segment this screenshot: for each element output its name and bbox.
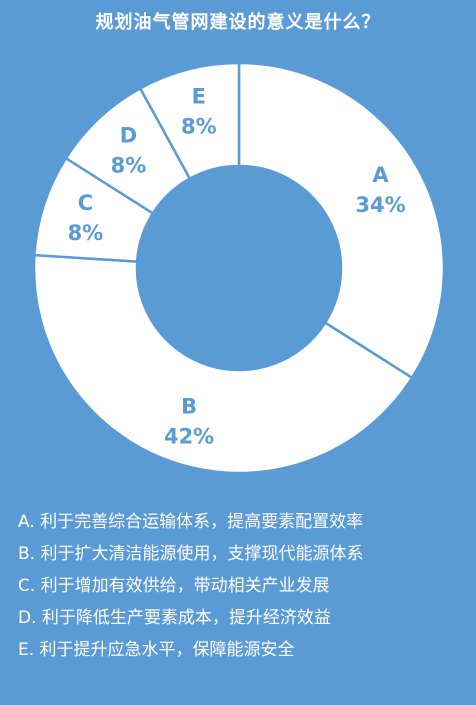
legend-item-e: E. 利于提升应急水平，保障能源安全	[18, 640, 295, 660]
donut-chart: A 34% B 42% C 8% D 8% E 8%	[32, 61, 446, 475]
slice-label-d: D	[120, 123, 137, 147]
slice-value-a: 34%	[355, 193, 405, 217]
slice-label-e: E	[192, 85, 206, 109]
slice-value-d: 8%	[111, 153, 147, 177]
legend: A. 利于完善综合运输体系，提高要素配置效率 B. 利于扩大清洁能源使用，支撑现…	[18, 506, 468, 666]
slice-label-a: A	[372, 163, 389, 187]
slice-label-b: B	[181, 395, 197, 419]
legend-item-c: C. 利于增加有效供给，带动相关产业发展	[18, 576, 330, 596]
slice-a	[237, 61, 446, 380]
slice-label-c: C	[78, 191, 93, 215]
slice-value-e: 8%	[181, 115, 217, 139]
slice-value-c: 8%	[68, 221, 104, 245]
slice-value-b: 42%	[164, 425, 214, 449]
legend-item-d: D. 利于降低生产要素成本，提升经济效益	[18, 608, 331, 628]
legend-item-a: A. 利于完善综合运输体系，提高要素配置效率	[18, 512, 364, 532]
slice-e	[138, 61, 241, 181]
legend-item-b: B. 利于扩大清洁能源使用，支撑现代能源体系	[18, 544, 364, 564]
chart-title: 规划油气管网建设的意义是什么？	[95, 12, 381, 33]
slice-b	[32, 253, 414, 475]
